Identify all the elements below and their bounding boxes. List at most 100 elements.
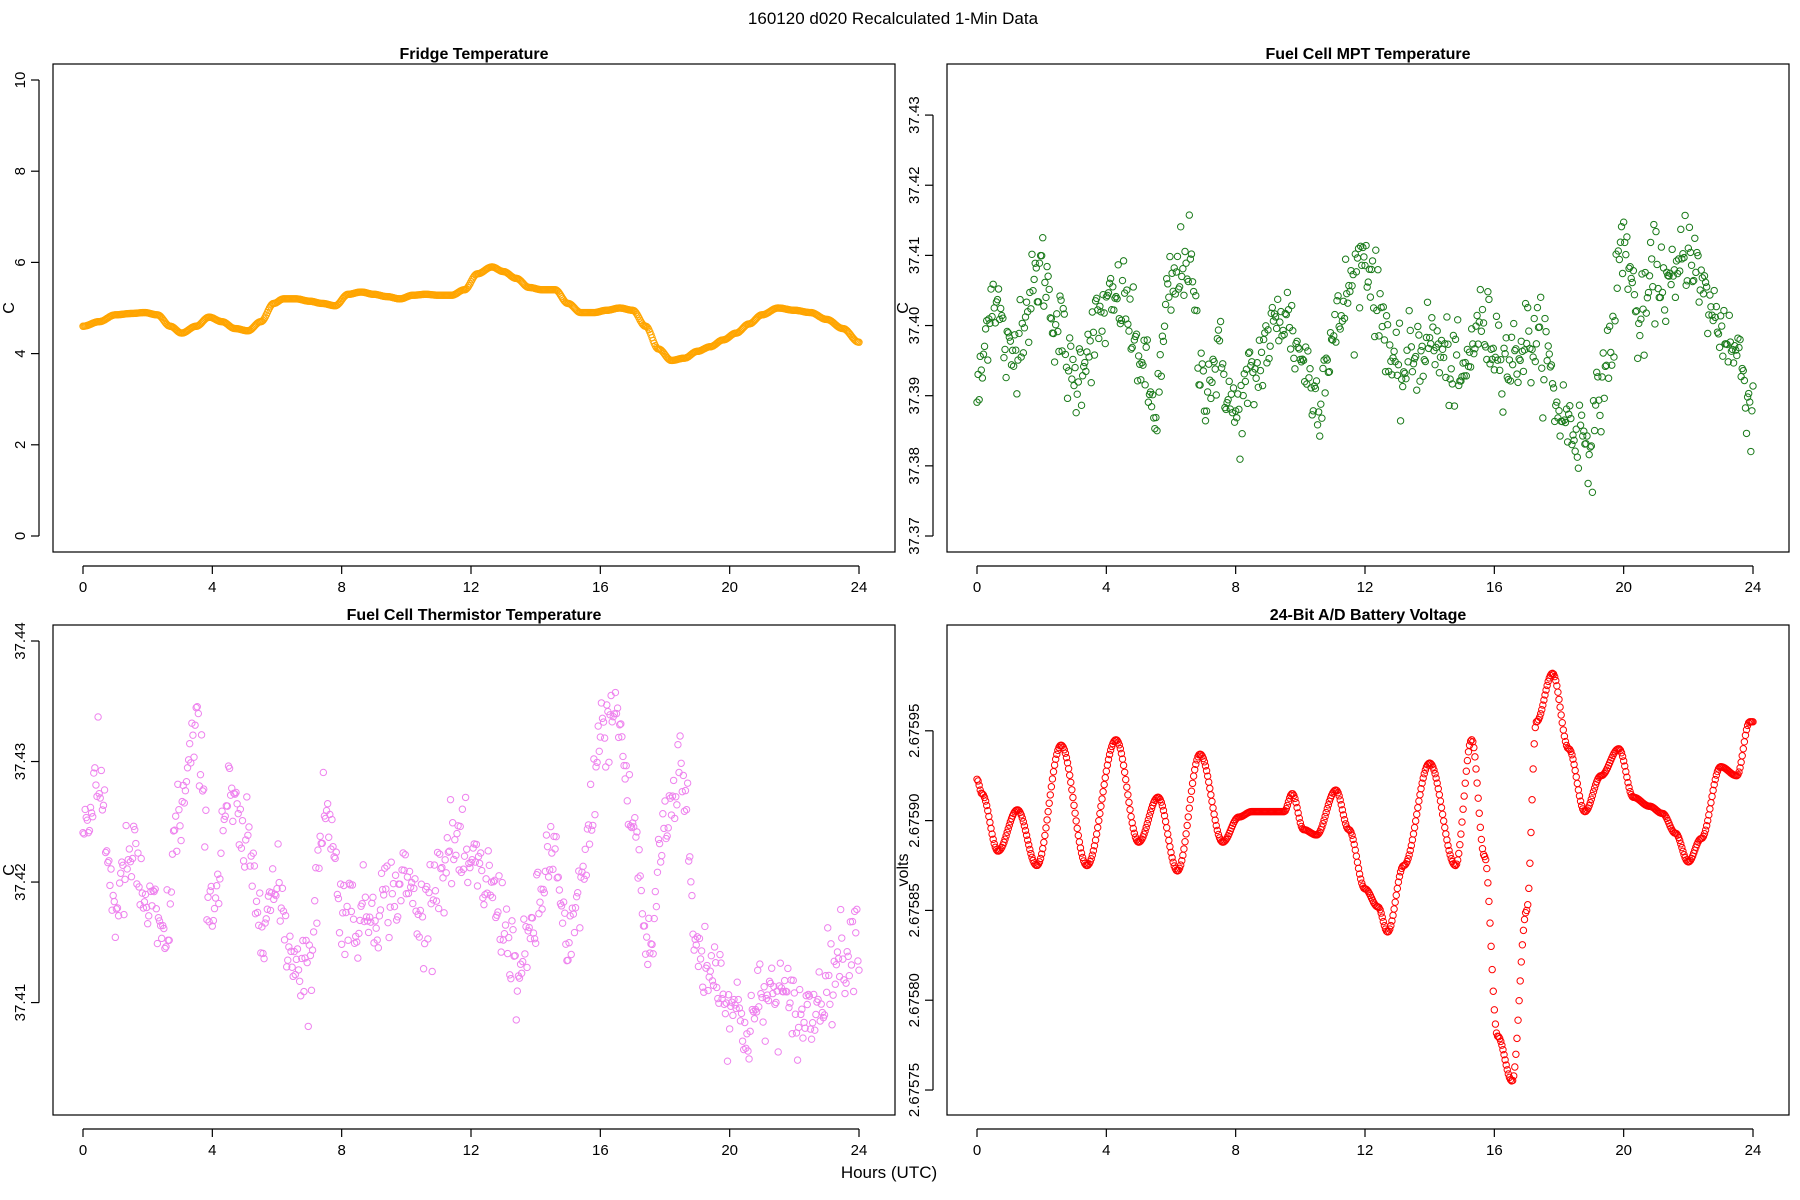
point-thermistor — [460, 852, 469, 860]
point-battery — [1152, 794, 1160, 803]
point-mpt — [1030, 275, 1038, 284]
point-fridge — [632, 308, 640, 317]
point-battery — [1489, 987, 1497, 995]
point-thermistor — [593, 758, 601, 767]
point-battery — [1200, 758, 1209, 766]
point-thermistor — [135, 883, 143, 891]
point-thermistor — [534, 868, 542, 876]
point-battery — [1209, 804, 1217, 812]
point-battery — [1159, 806, 1168, 815]
point-thermistor — [92, 781, 100, 789]
point-thermistor — [771, 1000, 779, 1009]
point-fridge — [633, 310, 641, 318]
point-mpt — [1061, 350, 1070, 359]
point-mpt — [1447, 365, 1455, 373]
point-mpt — [1744, 389, 1753, 398]
point-mpt — [1386, 341, 1394, 349]
point-mpt — [1241, 377, 1250, 386]
marks-mpt — [973, 211, 1757, 497]
point-battery — [1089, 847, 1098, 855]
point-mpt — [1442, 373, 1450, 382]
point-thermistor — [288, 963, 296, 971]
point-battery — [1182, 830, 1190, 838]
point-mpt — [1106, 274, 1115, 283]
point-battery — [1530, 740, 1538, 748]
point-thermistor — [677, 759, 685, 767]
x-tick-label: 4 — [1102, 579, 1110, 596]
point-thermistor — [332, 848, 340, 856]
point-mpt — [1362, 241, 1370, 250]
point-thermistor — [239, 857, 248, 865]
point-thermistor — [341, 950, 349, 959]
point-battery — [1001, 835, 1009, 843]
point-battery — [1318, 823, 1326, 831]
point-mpt — [1139, 361, 1147, 369]
point-thermistor — [141, 890, 150, 899]
point-mpt — [1199, 367, 1208, 375]
point-battery — [1162, 823, 1171, 832]
point-thermistor — [648, 940, 656, 949]
point-mpt — [1402, 374, 1410, 383]
point-battery — [1524, 901, 1532, 909]
point-thermistor — [253, 908, 262, 917]
point-thermistor — [169, 827, 178, 835]
point-battery — [1554, 688, 1562, 696]
point-thermistor — [319, 768, 328, 777]
point-thermistor — [104, 858, 112, 867]
point-battery — [1519, 926, 1528, 935]
point-battery — [1416, 791, 1424, 799]
x-tick-label: 20 — [721, 579, 738, 596]
point-thermistor — [339, 909, 347, 917]
point-mpt — [1466, 363, 1475, 371]
point-thermistor — [157, 934, 166, 943]
y-tick-label: 2.67575 — [906, 1063, 923, 1117]
point-battery — [1672, 829, 1681, 838]
point-battery — [1455, 849, 1463, 858]
point-mpt — [1256, 366, 1265, 375]
point-thermistor — [674, 740, 682, 749]
point-mpt — [1687, 261, 1696, 269]
point-mpt — [1559, 381, 1568, 389]
point-battery — [1568, 751, 1576, 759]
point-mpt — [1720, 306, 1728, 315]
point-thermistor — [680, 807, 689, 815]
point-thermistor — [374, 944, 383, 952]
point-thermistor — [383, 862, 391, 870]
point-thermistor — [646, 949, 654, 957]
point-thermistor — [753, 966, 762, 974]
point-mpt — [1597, 428, 1605, 436]
point-mpt — [1610, 353, 1618, 361]
x-tick-label: 20 — [1615, 1142, 1632, 1159]
point-mpt — [1616, 238, 1625, 246]
point-mpt — [1363, 283, 1371, 291]
point-thermistor — [278, 884, 287, 892]
point-thermistor — [189, 731, 197, 739]
point-battery — [1222, 836, 1230, 844]
point-battery — [1077, 849, 1086, 857]
point-thermistor — [303, 958, 311, 967]
point-battery — [1514, 1016, 1522, 1024]
point-thermistor — [279, 907, 288, 915]
point-mpt — [1173, 252, 1182, 261]
y-tick-label: 37.42 — [906, 166, 923, 204]
point-thermistor — [494, 908, 502, 916]
point-battery — [1503, 1066, 1511, 1074]
point-mpt — [974, 370, 982, 379]
point-thermistor — [703, 961, 711, 970]
point-thermistor — [673, 801, 681, 809]
point-mpt — [1577, 411, 1586, 419]
point-battery — [1169, 858, 1177, 866]
plot-box-mpt — [946, 63, 1790, 553]
ylabel-fridge: C — [1, 302, 18, 314]
point-mpt — [1229, 384, 1238, 392]
point-mpt — [1524, 303, 1532, 312]
point-thermistor — [710, 943, 719, 951]
point-thermistor — [240, 863, 249, 871]
point-thermistor — [672, 793, 680, 801]
point-thermistor — [250, 862, 259, 870]
point-mpt — [1286, 345, 1295, 353]
point-mpt — [1245, 348, 1254, 356]
plot-box-thermistor — [52, 624, 896, 1116]
